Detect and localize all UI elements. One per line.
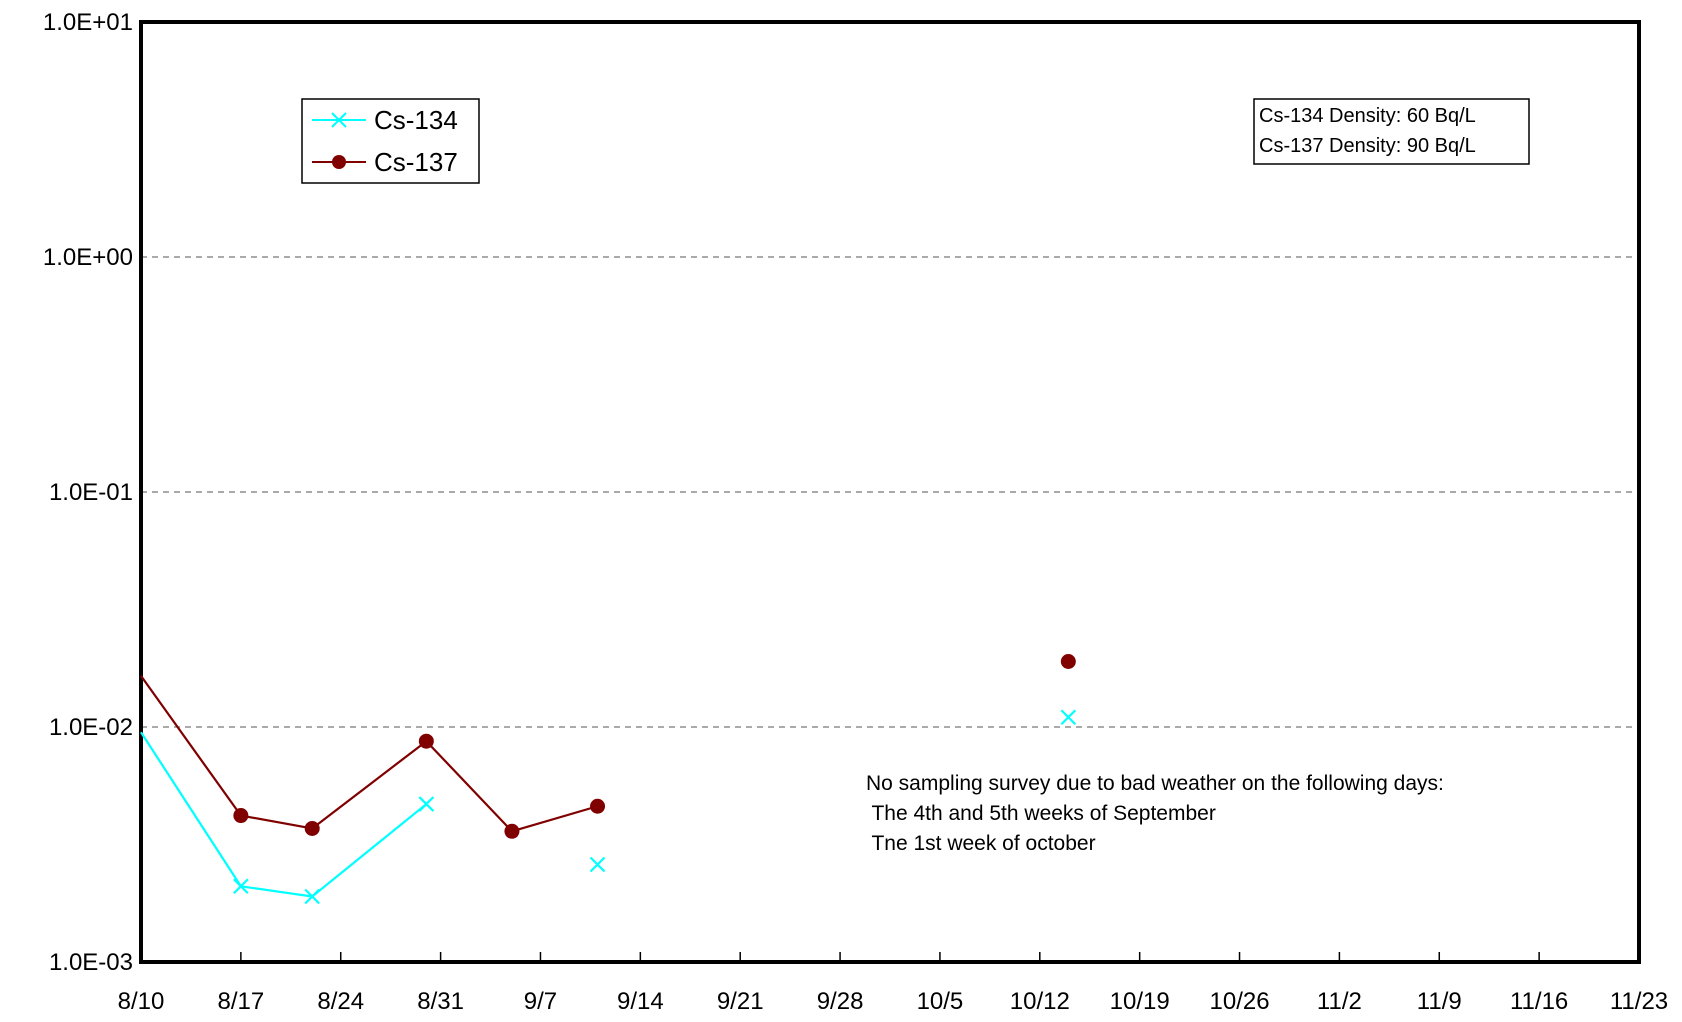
data-point-cs-137 (1060, 653, 1076, 669)
series-layer (140, 653, 1077, 905)
note-line-3: Tne 1st week of october (866, 832, 1096, 855)
x-tick-label: 10/26 (1210, 988, 1270, 1015)
legend-box (301, 98, 480, 184)
data-point-cs-137 (590, 798, 606, 814)
data-point-cs-134 (589, 856, 606, 873)
note-line-1: No sampling survey due to bad weather on… (866, 772, 1444, 795)
x-tick-label: 9/14 (617, 988, 664, 1015)
x-tick-label: 9/21 (717, 988, 764, 1015)
y-tick-label: 1.0E-01 (49, 479, 133, 506)
x-tick-label: 8/10 (118, 988, 165, 1015)
x-tick-label: 8/17 (218, 988, 265, 1015)
x-tick-label: 10/12 (1010, 988, 1070, 1015)
plot-frame (139, 20, 1641, 964)
x-tick-label: 11/2 (1317, 988, 1362, 1015)
legend-cs134-marker (331, 112, 347, 128)
series-line-cs-137 (140, 675, 598, 833)
data-point-cs-137 (504, 823, 520, 839)
data-point-cs-137 (418, 733, 434, 749)
legend: Cs-134 Cs-137 (301, 98, 480, 184)
x-tick-label: 10/5 (917, 988, 964, 1015)
density-cs137: Cs-137 Density: 90 Bq/L (1259, 135, 1476, 157)
x-tick-label: 11/23 (1610, 988, 1668, 1015)
y-tick-label: 1.0E-02 (49, 714, 133, 741)
note-line-2: The 4th and 5th weeks of September (866, 802, 1216, 825)
x-tick-label: 9/28 (817, 988, 864, 1015)
density-box-frame (1253, 98, 1530, 165)
legend-cs134-label: Cs-134 (374, 105, 458, 135)
data-point-cs-134 (1060, 709, 1077, 726)
y-tick-label: 1.0E+00 (43, 244, 133, 271)
y-tick-label: 1.0E+01 (43, 9, 133, 36)
data-point-cs-134 (304, 888, 320, 905)
series-line-cs-134 (140, 731, 428, 898)
gridlines (141, 256, 1639, 728)
data-point-cs-134 (418, 796, 435, 812)
x-tick-label: 11/16 (1510, 988, 1568, 1015)
x-tick-label: 8/24 (317, 988, 364, 1015)
x-tick-label: 9/7 (524, 988, 557, 1015)
data-point-cs-137 (233, 808, 249, 824)
x-tick-label: 11/9 (1417, 988, 1462, 1015)
legend-cs137-label: Cs-137 (374, 147, 458, 177)
y-tick-label: 1.0E-03 (49, 949, 133, 976)
density-box: Cs-134 Density: 60 Bq/L Cs-137 Density: … (1253, 98, 1530, 165)
data-point-cs-137 (304, 820, 320, 836)
x-axis-tick-labels: 8/10 8/17 8/24 8/31 9/7 9/14 9/21 9/28 10/5 10/12… (118, 988, 1669, 1015)
annotation-note: No sampling survey due to bad weather on… (866, 772, 1444, 855)
series-cs-134 (140, 709, 1077, 905)
y-axis-tick-labels: 1.0E-03 1.0E-02 1.0E-01 1.0E+00 1.0E+01 (43, 9, 133, 976)
x-tick-label: 8/31 (417, 988, 464, 1015)
series-cs-137 (140, 653, 1076, 839)
density-cs134: Cs-134 Density: 60 Bq/L (1259, 105, 1476, 127)
data-point-cs-134 (233, 878, 249, 895)
x-tick-label: 10/19 (1110, 988, 1170, 1015)
legend-cs137-marker (332, 155, 346, 169)
